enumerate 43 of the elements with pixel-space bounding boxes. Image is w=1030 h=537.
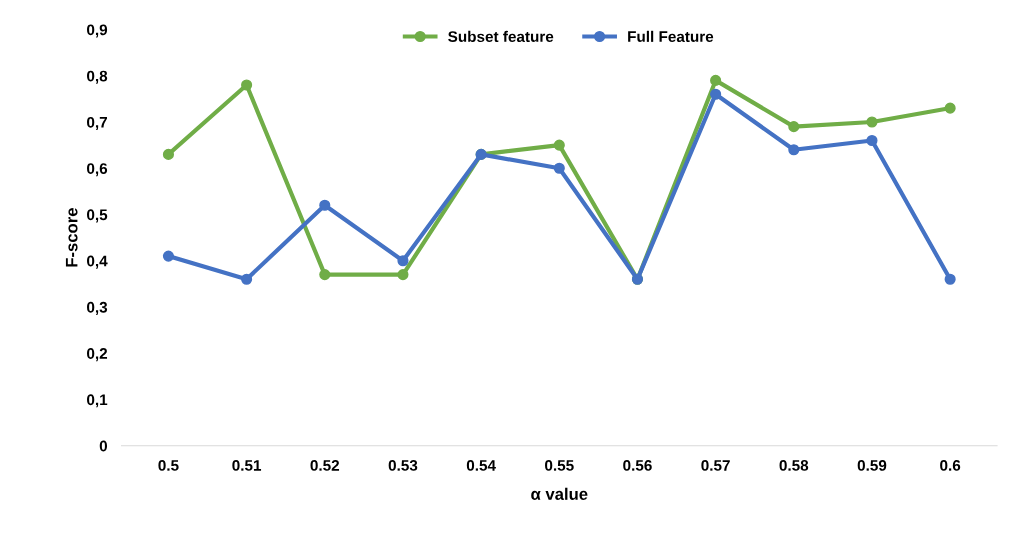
point	[710, 74, 722, 86]
y-tick-label: 0,3	[87, 301, 108, 315]
x-tick-label: 0.53	[388, 460, 418, 471]
y-tick-label: 0,1	[87, 394, 108, 408]
point	[710, 88, 722, 100]
y-tick-label: 0,5	[87, 209, 108, 223]
x-tick-label: 0.57	[701, 460, 730, 471]
point	[788, 144, 800, 156]
y-tick-label: 0,4	[87, 255, 108, 269]
y-tick-label: 0,6	[87, 163, 108, 177]
y-tick-label: 0,9	[87, 24, 108, 38]
point	[397, 269, 409, 281]
legend-label: Full Feature	[628, 30, 714, 43]
point	[944, 273, 956, 285]
x-tick-label: 0.51	[232, 460, 262, 471]
point	[553, 162, 565, 174]
y-axis-title: F-score	[65, 208, 78, 267]
legend-label: Subset feature	[448, 30, 554, 43]
point	[319, 199, 331, 211]
x-tick-label: 0.59	[857, 460, 887, 471]
x-tick-label: 0.56	[623, 460, 652, 471]
point	[162, 250, 174, 262]
point	[866, 116, 878, 128]
x-tick-label: 0.6	[940, 460, 961, 471]
point	[319, 269, 331, 281]
x-tick-label: 0.5	[158, 460, 179, 471]
x-tick-label: 0.58	[779, 460, 809, 471]
point	[241, 79, 253, 91]
point	[553, 139, 565, 151]
y-tick-label: 0,8	[87, 70, 108, 84]
point	[241, 273, 253, 285]
point	[944, 102, 956, 114]
point	[162, 148, 174, 160]
x-axis-title: α value	[531, 487, 588, 500]
x-tick-label: 0.55	[545, 460, 574, 471]
x-tick-label: 0.52	[310, 460, 340, 471]
y-tick-label: 0	[99, 440, 108, 452]
y-tick-label: 0,2	[87, 348, 108, 362]
y-tick-label: 0,7	[87, 116, 107, 130]
point	[397, 255, 409, 267]
point	[788, 121, 800, 133]
point	[866, 134, 878, 147]
x-tick-label: 0.54	[466, 460, 496, 471]
